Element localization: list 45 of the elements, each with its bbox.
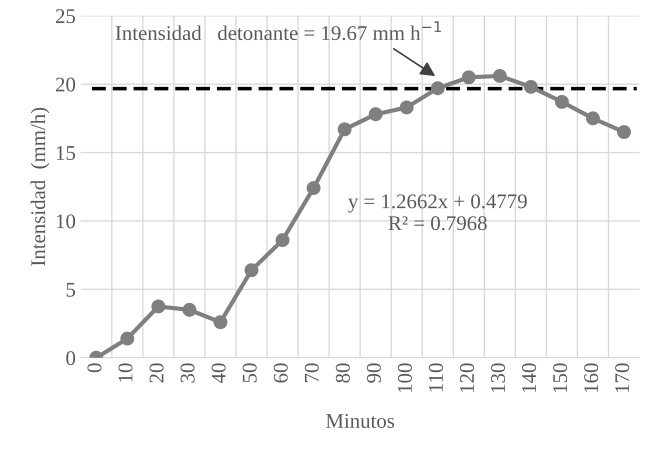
- y-tick-label: 5: [66, 282, 76, 297]
- x-tick-label: 10: [118, 363, 133, 382]
- point: [244, 263, 258, 278]
- annotation: Intensidad detonante = 19.67 mm h$^{−1}$: [116, 21, 441, 40]
- point: [338, 122, 352, 136]
- point: [214, 315, 228, 330]
- point: [492, 68, 507, 83]
- point: [120, 332, 134, 346]
- y-tick-label: 15: [56, 146, 76, 160]
- y-tick-label: 0: [66, 351, 76, 366]
- x-tick-label: 50: [242, 363, 257, 382]
- x-tick-label: 40: [212, 363, 226, 384]
- point: [276, 233, 290, 248]
- x-tick-label: 170: [615, 363, 630, 392]
- point: [462, 70, 476, 84]
- x-tick-label: 90: [366, 363, 381, 383]
- point: [306, 181, 321, 196]
- y-tick-label: 10: [56, 214, 76, 228]
- x-tick-label: 100: [398, 363, 412, 392]
- x-tick-label: 0: [87, 363, 102, 372]
- x-tick-label: 60: [274, 363, 288, 383]
- x-tick-label: 20: [150, 363, 164, 383]
- y-tick-label: 25: [56, 9, 76, 24]
- x-tick-label: 80: [336, 363, 350, 383]
- x-tick-label: 110: [428, 363, 443, 392]
- point: [151, 300, 166, 314]
- x-tick-label: 140: [522, 363, 536, 392]
- x-tick-label: 120: [460, 363, 474, 392]
- x-tick-label: 30: [180, 363, 195, 382]
- point: [400, 100, 414, 114]
- x-tick-label: 70: [304, 363, 319, 382]
- point: [586, 111, 600, 126]
- x-tick-label: 130: [491, 363, 506, 392]
- y-tick-label: 20: [56, 78, 76, 92]
- point: [617, 125, 631, 139]
- point: [554, 94, 569, 109]
- x-axis-title: Minutos: [326, 414, 394, 428]
- x-tick-label: 150: [553, 363, 568, 392]
- x-tick-label: 160: [584, 363, 598, 392]
- point: [368, 107, 383, 122]
- point: [182, 302, 196, 317]
- y-axis-title: Intensidad (mm/h): [30, 108, 50, 266]
- annotation: y = 1.2662x + 0.4779 R² = 0.7968: [348, 194, 527, 230]
- point: [524, 80, 538, 94]
- point: [430, 81, 445, 96]
